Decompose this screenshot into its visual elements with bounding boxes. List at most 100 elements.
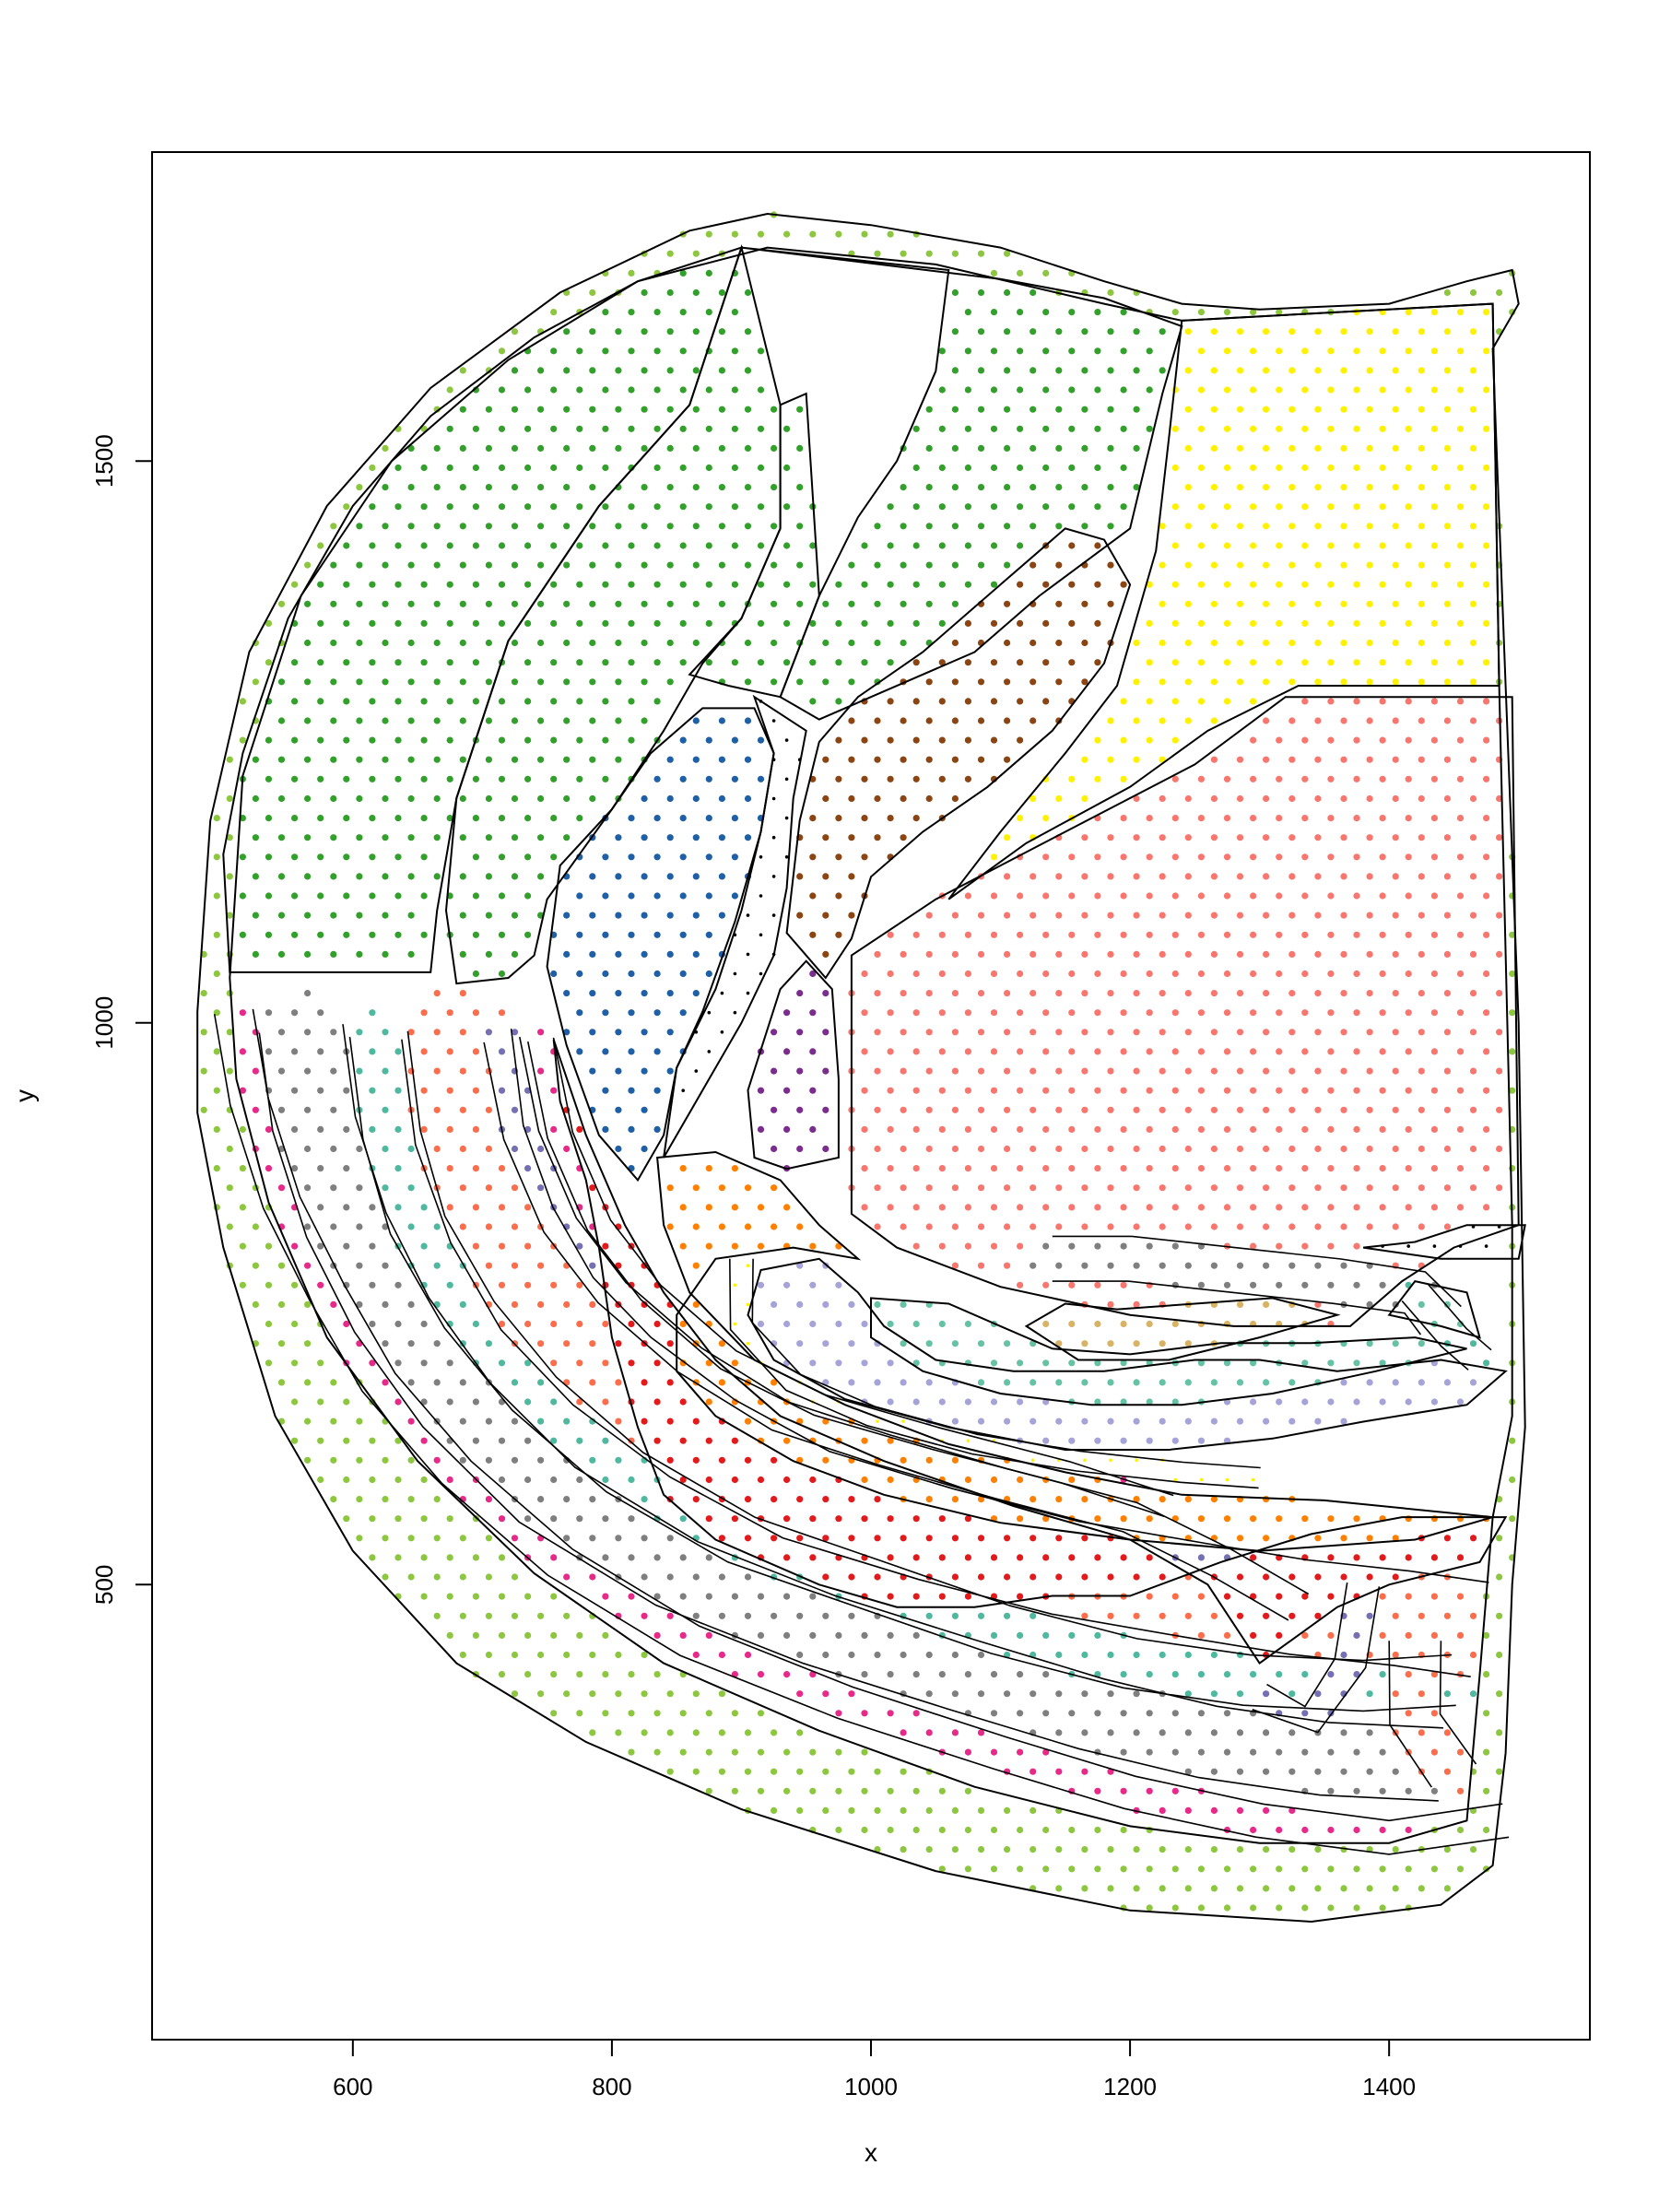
spot-pink <box>537 1067 545 1075</box>
spot-red <box>679 1437 687 1444</box>
spot-teal <box>1469 1340 1477 1347</box>
spot-salmon <box>1030 990 1037 997</box>
spot-brown <box>1017 619 1024 628</box>
spot-coral <box>498 1009 506 1017</box>
spot-salmon <box>1469 1184 1477 1192</box>
spot-salmon <box>1301 1087 1309 1094</box>
region-outline-black <box>1362 1224 1526 1260</box>
spot-red <box>1017 1554 1024 1561</box>
spot-light-green <box>1276 309 1283 316</box>
spot-light-green <box>796 1729 804 1736</box>
spot-light-green <box>1223 1904 1231 1912</box>
spot-yellow <box>1171 736 1179 744</box>
spot-pink <box>317 1281 324 1288</box>
spot-dark-green <box>459 561 466 569</box>
spot-yellow <box>1263 367 1270 374</box>
spot-salmon <box>1418 717 1425 724</box>
spot-orange <box>1392 1535 1399 1542</box>
spot-orange <box>1146 1515 1153 1523</box>
spot-light-green <box>1004 250 1011 257</box>
spot-lavender <box>783 1320 791 1328</box>
spot-dark-green <box>511 678 519 686</box>
spot-dark-green <box>602 309 609 316</box>
spot-orange <box>718 1223 726 1230</box>
spot-salmon <box>1456 1165 1465 1172</box>
spot-coral <box>589 1379 596 1386</box>
spot-mint <box>925 1340 933 1347</box>
spot-gray <box>771 1612 778 1619</box>
spot-salmon <box>1301 1125 1309 1133</box>
spot-orange <box>744 1418 752 1425</box>
y-axis-title: y <box>10 1089 39 1102</box>
spot-salmon <box>1496 1067 1503 1075</box>
spot-dark-green <box>679 425 687 432</box>
spot-light-green <box>1443 1885 1451 1892</box>
spot-dark-green <box>628 309 635 316</box>
spot-light-green <box>459 367 466 374</box>
spot-blue <box>731 775 739 782</box>
spot-orange <box>1197 1515 1205 1523</box>
spot-blue <box>602 1125 609 1133</box>
spot-yellow <box>1288 600 1296 607</box>
spot-dark-green <box>589 406 596 413</box>
spot-salmon <box>925 990 933 997</box>
spot-brown <box>964 698 971 705</box>
spot-blue <box>653 892 661 900</box>
spot-dark-green <box>641 717 648 724</box>
spot-mint <box>1004 1379 1011 1386</box>
spot-dark-green <box>394 503 402 511</box>
spot-dark-green <box>874 523 881 530</box>
spot-orange <box>1094 1515 1101 1523</box>
spot-light-green <box>757 1710 765 1717</box>
spot-dark-green <box>1017 425 1024 432</box>
spot-orange <box>783 1437 791 1444</box>
spot-salmon <box>1443 717 1451 724</box>
spot-salmon <box>1469 950 1477 958</box>
spot-gray <box>1184 1729 1192 1736</box>
spot-gray <box>394 1320 402 1328</box>
spot-pink <box>692 1651 700 1659</box>
spot-salmon <box>964 1242 971 1250</box>
spot-salmon <box>1496 950 1503 958</box>
spot-coral <box>1197 1631 1205 1639</box>
spot-salmon <box>1094 1125 1101 1133</box>
spot-gray <box>1184 1262 1192 1269</box>
spot-blue <box>602 1009 609 1017</box>
spot-yellow <box>1276 659 1283 666</box>
spot-light-green <box>692 1729 700 1736</box>
spot-salmon <box>1301 1009 1309 1017</box>
spot-light-green <box>304 1340 312 1347</box>
spot-light-green <box>705 1787 712 1794</box>
spot-dark-green <box>563 328 571 335</box>
spot-dark-green <box>433 794 441 803</box>
spot-gray <box>356 1184 363 1192</box>
spot-brown <box>977 717 985 724</box>
spot-dark-green <box>964 503 971 511</box>
spot-blue <box>576 1009 583 1017</box>
spot-light-green <box>511 1690 519 1698</box>
spot-salmon <box>1353 736 1360 744</box>
spot-brown <box>1042 619 1050 628</box>
spot-gray <box>977 1651 985 1659</box>
spot-brown <box>1081 600 1088 607</box>
spot-gray <box>744 1612 752 1619</box>
spot-light-green <box>731 1748 739 1756</box>
spot-salmon <box>1133 1029 1140 1036</box>
spot-yellow <box>1392 561 1399 569</box>
spot-light-green <box>1159 1846 1166 1853</box>
spot-blue <box>653 1087 661 1094</box>
spot-salmon <box>1042 931 1050 938</box>
spot-dark-green <box>874 600 881 607</box>
spot-dark-green <box>731 581 739 588</box>
spot-dark-green <box>990 542 998 549</box>
spot-yellow <box>1314 328 1322 335</box>
spot-dark-green <box>925 600 933 607</box>
spot-salmon <box>1250 1204 1257 1211</box>
spot-dark-green <box>317 775 324 782</box>
spot-light-green <box>1223 309 1231 316</box>
spot-light-green <box>1483 1671 1490 1678</box>
spot-salmon <box>874 1106 881 1113</box>
spot-coral <box>511 1223 519 1230</box>
spot-yellow <box>1081 794 1088 803</box>
spot-teal <box>990 1631 998 1639</box>
